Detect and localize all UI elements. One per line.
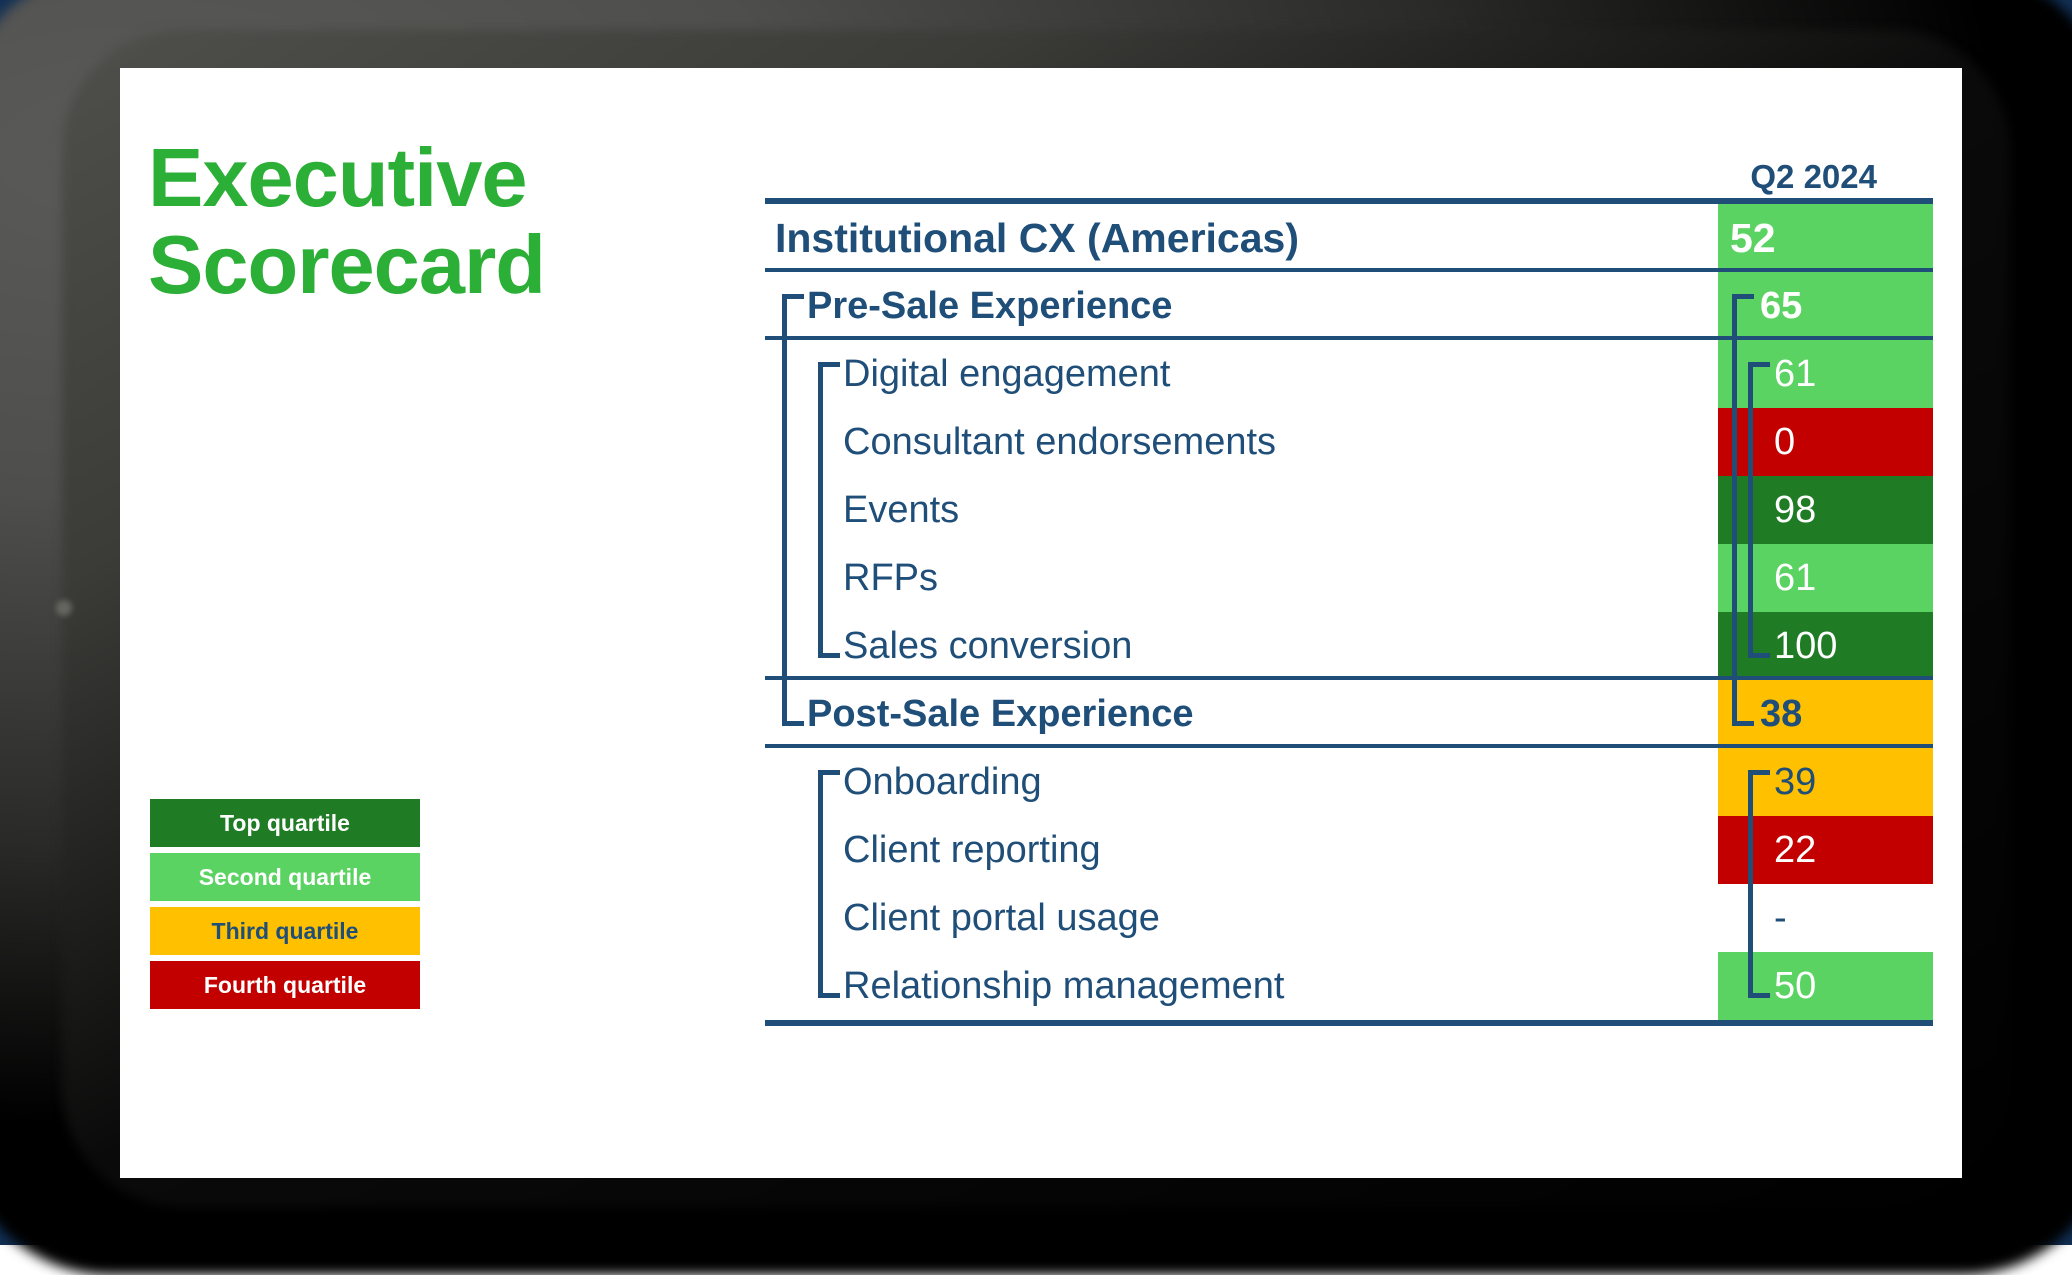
row-label: Onboarding [765, 761, 1718, 804]
row-value: 100 [1718, 625, 1837, 668]
row-label: Client portal usage [765, 897, 1718, 940]
row-label: Pre-Sale Experience [765, 285, 1718, 328]
row-value-cell: 61 [1718, 544, 1933, 612]
legend-item-0: Top quartile [150, 799, 420, 847]
row-value: 22 [1718, 829, 1816, 872]
row-value-cell: 98 [1718, 476, 1933, 544]
row-label: Sales conversion [765, 625, 1718, 668]
row-value-cell: 38 [1718, 680, 1933, 748]
table-column-header: Q2 2024 [765, 138, 1933, 198]
row-value-cell: 0 [1718, 408, 1933, 476]
legend-item-2: Third quartile [150, 907, 420, 955]
row-label: Client reporting [765, 829, 1718, 872]
row-value-cell: 61 [1718, 340, 1933, 408]
row-label: Relationship management [765, 965, 1718, 1008]
legend-item-label: Third quartile [212, 918, 359, 945]
row-value: 61 [1718, 353, 1816, 396]
row-value-cell: 65 [1718, 272, 1933, 340]
page-title: Executive Scorecard [148, 134, 708, 308]
row-label: Events [765, 489, 1718, 532]
row-value-cell: - [1718, 884, 1933, 952]
row-value: 65 [1718, 285, 1802, 328]
row-value: 38 [1718, 693, 1802, 736]
legend-item-label: Top quartile [220, 810, 350, 837]
quartile-legend: Top quartile Second quartile Third quartil… [150, 799, 420, 1015]
row-label: Post-Sale Experience [765, 693, 1718, 736]
row-value: 39 [1718, 761, 1816, 804]
row-value-cell: 52 [1718, 204, 1933, 272]
table-row: Client portal usage- [765, 884, 1933, 952]
row-label: Consultant endorsements [765, 421, 1718, 464]
row-value: 61 [1718, 557, 1816, 600]
row-label: Digital engagement [765, 353, 1718, 396]
legend-item-label: Second quartile [199, 864, 372, 891]
legend-item-3: Fourth quartile [150, 961, 420, 1009]
table-row: Institutional CX (Americas)52 [765, 204, 1933, 272]
row-value-cell: 50 [1718, 952, 1933, 1020]
legend-item-label: Fourth quartile [204, 972, 366, 999]
row-value-cell: 39 [1718, 748, 1933, 816]
row-value: - [1718, 897, 1787, 940]
row-label: RFPs [765, 557, 1718, 600]
row-value-cell: 22 [1718, 816, 1933, 884]
camera-dot-icon [56, 600, 72, 616]
row-value: 98 [1718, 489, 1816, 532]
row-value-cell: 100 [1718, 612, 1933, 680]
row-value: 52 [1718, 215, 1776, 262]
scorecard-slide: Executive Scorecard Top quartile Second q… [120, 68, 1962, 1178]
row-value: 50 [1718, 965, 1816, 1008]
column-header-period: Q2 2024 [1750, 158, 1877, 196]
legend-item-1: Second quartile [150, 853, 420, 901]
row-label: Institutional CX (Americas) [765, 215, 1718, 262]
row-value: 0 [1718, 421, 1795, 464]
